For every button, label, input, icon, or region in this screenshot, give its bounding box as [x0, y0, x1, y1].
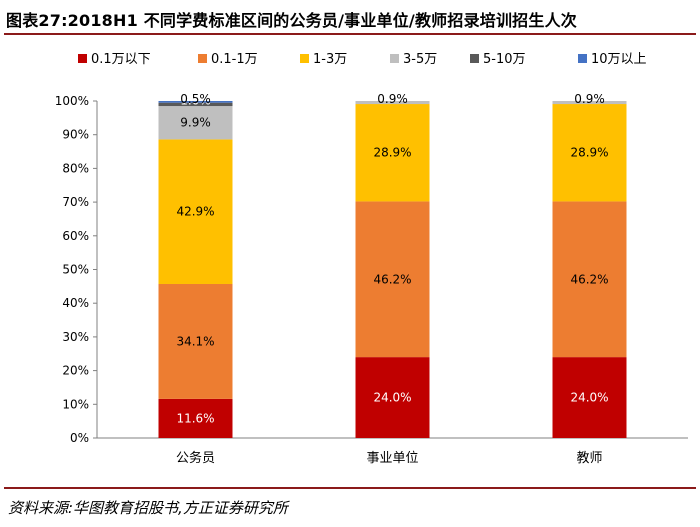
x-tick-label-1: 事业单位 [366, 451, 418, 466]
bar-2-0 [552, 357, 627, 438]
bar-1-1 [355, 201, 430, 358]
x-tick-label-0: 公务员 [176, 450, 215, 466]
bar-1-3 [355, 101, 430, 105]
bar-0-5 [158, 101, 233, 103]
legend-label-0: 0.1万以下 [91, 52, 151, 67]
legend-label-3: 3-5万 [403, 52, 437, 67]
y-tick-label-8: 80% [62, 161, 89, 175]
data-label-2-3: 0.9% [574, 92, 605, 106]
legend-swatch-3 [390, 54, 399, 63]
legend-swatch-5 [578, 54, 587, 63]
chart-title: 图表27:2018H1 不同学费标准区间的公务员/事业单位/教师招录培训招生人次 [6, 11, 577, 30]
legend-label-1: 0.1-1万 [211, 52, 258, 67]
bar-2-2 [552, 104, 627, 202]
bar-0-4 [158, 102, 233, 107]
data-label-2-0: 24.0% [570, 391, 608, 405]
y-tick-label-2: 20% [62, 364, 89, 378]
data-label-0-2: 42.9% [176, 205, 214, 219]
legend-swatch-0 [78, 54, 87, 63]
data-label-0-4: 1.0% [180, 94, 211, 108]
y-tick-label-10: 100% [55, 94, 89, 108]
x-tick-label-2: 教师 [576, 450, 602, 466]
bar-2-1 [552, 201, 627, 358]
y-tick-label-9: 90% [62, 128, 89, 142]
y-tick-label-3: 30% [62, 330, 89, 344]
data-label-1-1: 46.2% [373, 272, 411, 286]
data-label-0-1: 34.1% [176, 334, 214, 348]
bar-1-0 [355, 357, 430, 438]
data-label-0-3: 9.9% [180, 116, 211, 130]
legend-swatch-1 [198, 54, 207, 63]
legend-label-2: 1-3万 [313, 52, 347, 67]
data-label-1-2: 28.9% [373, 146, 411, 160]
bar-0-2 [158, 139, 233, 284]
data-label-1-0: 24.0% [373, 391, 411, 405]
title-bar: 图表27:2018H1 不同学费标准区间的公务员/事业单位/教师招录培训招生人次 [4, 3, 696, 35]
bar-0-0 [158, 398, 233, 438]
legend-swatch-4 [470, 54, 479, 63]
source-note: 资料来源:华图教育招股书,方正证券研究所 [8, 499, 288, 517]
stacked-bar-chart: 0.1万以下 0.1-1万 1-3万 3-5万 5-10万 10万以上 0% 10% 20% 30… [55, 52, 688, 466]
y-tick-label-4: 40% [62, 296, 89, 310]
bar-2-3 [552, 101, 627, 105]
y-tick-label-5: 50% [62, 263, 89, 277]
data-label-0-5: 0.5% [180, 92, 211, 106]
y-tick-label-7: 70% [62, 195, 89, 209]
bar-0-3 [158, 106, 233, 140]
y-tick-label-6: 60% [62, 229, 89, 243]
y-tick-label-0: 0% [70, 431, 89, 445]
bar-1-2 [355, 104, 430, 202]
source-bar: 资料来源:华图教育招股书,方正证券研究所 [4, 487, 696, 517]
bar-0-1 [158, 283, 233, 399]
legend-label-5: 10万以上 [591, 52, 647, 67]
legend-label-4: 5-10万 [483, 52, 526, 67]
data-label-1-3: 0.9% [377, 92, 408, 106]
y-tick-label-1: 10% [62, 397, 89, 411]
data-label-2-1: 46.2% [570, 272, 608, 286]
data-label-0-0: 11.6% [176, 411, 214, 425]
legend-swatch-2 [300, 54, 309, 63]
data-label-2-2: 28.9% [570, 146, 608, 160]
